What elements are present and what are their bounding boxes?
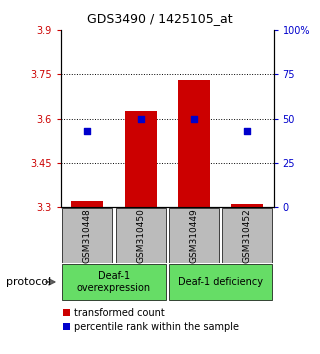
Bar (71, 201, 103, 207)
Text: Deaf-1
overexpression: Deaf-1 overexpression (77, 271, 151, 293)
Text: GDS3490 / 1425105_at: GDS3490 / 1425105_at (87, 12, 233, 25)
Point (244, 128, 250, 134)
Text: GSM310452: GSM310452 (243, 208, 252, 263)
Bar (178, 80, 210, 207)
Bar (169, 264, 272, 300)
Text: Deaf-1 deficiency: Deaf-1 deficiency (178, 277, 263, 287)
Point (191, 116, 196, 121)
Point (138, 116, 143, 121)
Bar (169, 208, 219, 263)
Point (85, 128, 90, 134)
Text: protocol: protocol (6, 277, 52, 287)
Bar (116, 208, 166, 263)
Text: GSM310449: GSM310449 (189, 208, 198, 263)
Bar (62, 264, 166, 300)
Bar (62, 208, 112, 263)
Bar (125, 111, 156, 207)
Text: GSM310450: GSM310450 (136, 208, 145, 263)
Bar (222, 208, 272, 263)
Bar (231, 204, 263, 207)
Legend: transformed count, percentile rank within the sample: transformed count, percentile rank withi… (62, 307, 240, 333)
Text: GSM310448: GSM310448 (83, 208, 92, 263)
